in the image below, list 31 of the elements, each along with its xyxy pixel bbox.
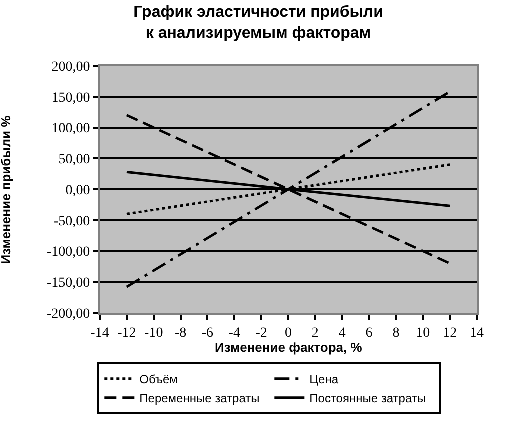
y-tick-label: 100,00 (52, 122, 90, 137)
x-tick-label: 8 (392, 326, 400, 341)
x-tick-label: 6 (366, 326, 373, 341)
legend-label: Цена (310, 372, 339, 387)
x-tick-label: -8 (174, 326, 187, 341)
y-tick-label: 50,00 (58, 152, 90, 168)
legend-label: Постоянные затраты (310, 392, 426, 406)
y-tick-label: 150,00 (52, 90, 90, 106)
legend-label: Объём (140, 372, 178, 387)
y-tick-label: -150,00 (47, 276, 90, 292)
x-tick-label: 14 (470, 326, 484, 341)
x-tick-label: 2 (312, 326, 319, 341)
y-tick-label: 0,00 (66, 183, 90, 198)
x-tick-label: -14 (90, 326, 110, 341)
legend-label: Переменные затраты (140, 392, 260, 406)
y-tick-label: -200,00 (47, 306, 90, 322)
x-tick-label: 4 (338, 326, 346, 341)
x-tick-label: -12 (118, 326, 136, 341)
x-tick-label: 10 (416, 326, 430, 341)
x-tick-label: -2 (256, 326, 268, 341)
x-tick-label: 12 (443, 326, 458, 341)
x-tick-label: -10 (144, 326, 164, 341)
x-tick-label: -4 (228, 326, 240, 341)
chart-title: График эластичности прибыли к анализируемым факторам (134, 4, 384, 42)
x-tick-label: 0 (285, 326, 292, 341)
y-tick-label: -50,00 (54, 214, 90, 230)
y-tick-label: -100,00 (47, 245, 90, 260)
x-tick-label: -6 (202, 326, 214, 341)
x-axis-title: Изменение фактора, % (215, 340, 363, 355)
y-tick-label: 200,00 (52, 60, 90, 75)
y-axis-title: Изменение прибыли % (0, 115, 14, 264)
